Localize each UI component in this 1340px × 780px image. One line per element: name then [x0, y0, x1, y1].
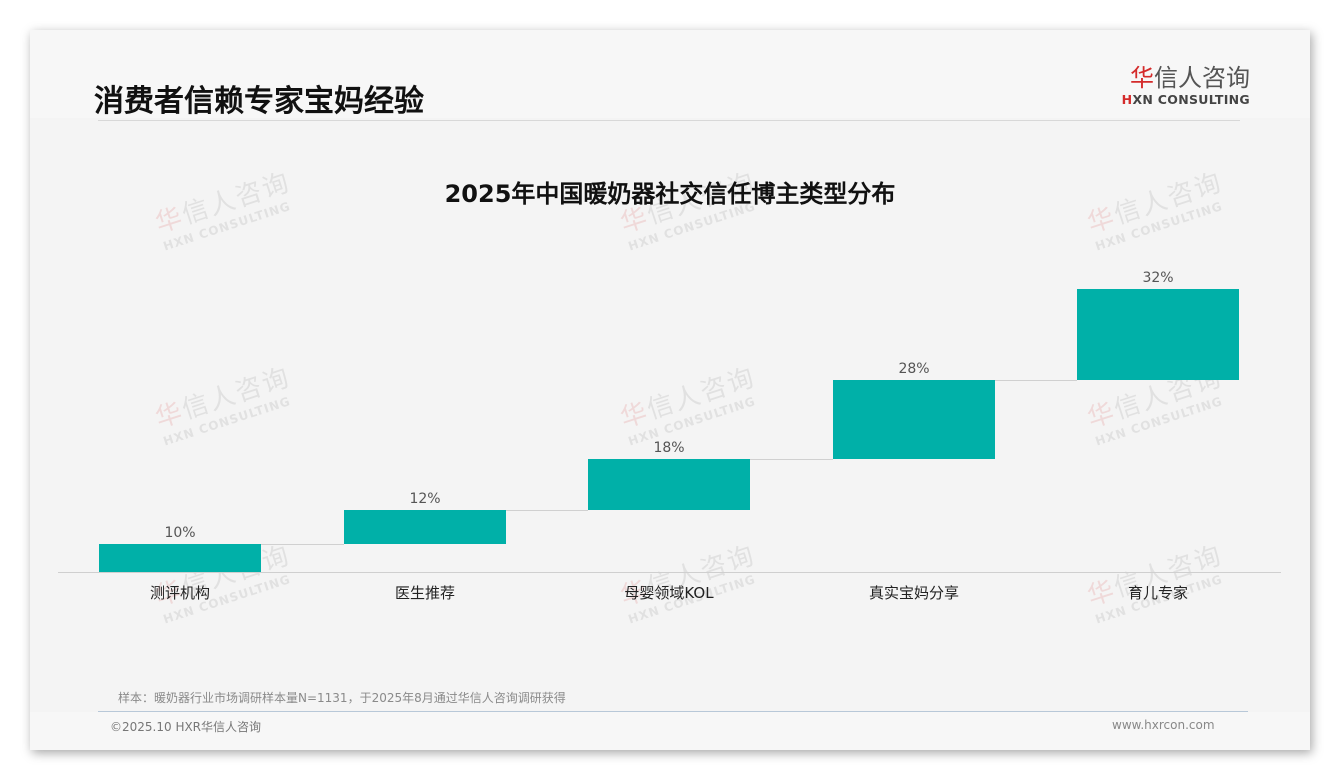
x-axis-line	[58, 572, 1281, 573]
value-label: 28%	[898, 360, 930, 377]
copyright: ©2025.10 HXR华信人咨询	[110, 720, 262, 734]
bar-2	[344, 509, 506, 544]
logo-cn: 华信人咨询	[1130, 64, 1250, 92]
value-label: 32%	[1142, 270, 1174, 286]
connector-line	[995, 379, 1077, 381]
title-divider	[98, 120, 1240, 121]
bar-3	[588, 458, 750, 510]
company-logo: 华信人咨询 HXN CONSULTING	[1110, 64, 1250, 107]
connector-line	[506, 509, 588, 511]
category-label: 育儿专家	[1127, 584, 1188, 602]
sample-note: 样本：暖奶器行业市场调研样本量N=1131，于2025年8月通过华信人咨询调研获…	[118, 691, 566, 705]
connector-line	[261, 543, 344, 545]
bar-4	[833, 379, 995, 459]
slide: 华信人咨询 HXN CONSULTING 华信人咨询 HXN CONSULTIN…	[30, 30, 1310, 750]
value-label: 10%	[164, 524, 196, 541]
value-label: 18%	[653, 439, 685, 456]
logo-en: HXN CONSULTING	[1121, 92, 1250, 107]
waterfall-chart: 10% 测评机构 12% 医生推荐 18% 母婴领域KOL 28% 真实宝妈分享 32% 育儿专家	[30, 30, 1310, 750]
header-band	[30, 30, 1310, 118]
category-label: 测评机构	[149, 584, 210, 602]
chart-title: 2025年中国暖奶器社交信任博主类型分布	[444, 180, 896, 208]
page-title: 消费者信赖专家宝妈经验	[94, 84, 424, 119]
footer-divider	[98, 711, 1248, 712]
website: www.hxrcon.com	[1112, 718, 1215, 732]
bar-1	[99, 543, 261, 572]
footer-band	[30, 712, 1310, 750]
bar-5	[1077, 289, 1239, 380]
category-label: 母婴领域KOL	[624, 584, 714, 602]
category-label: 医生推荐	[394, 584, 455, 602]
category-label: 真实宝妈分享	[868, 584, 959, 602]
value-label: 12%	[409, 490, 441, 507]
connector-line	[750, 458, 833, 460]
